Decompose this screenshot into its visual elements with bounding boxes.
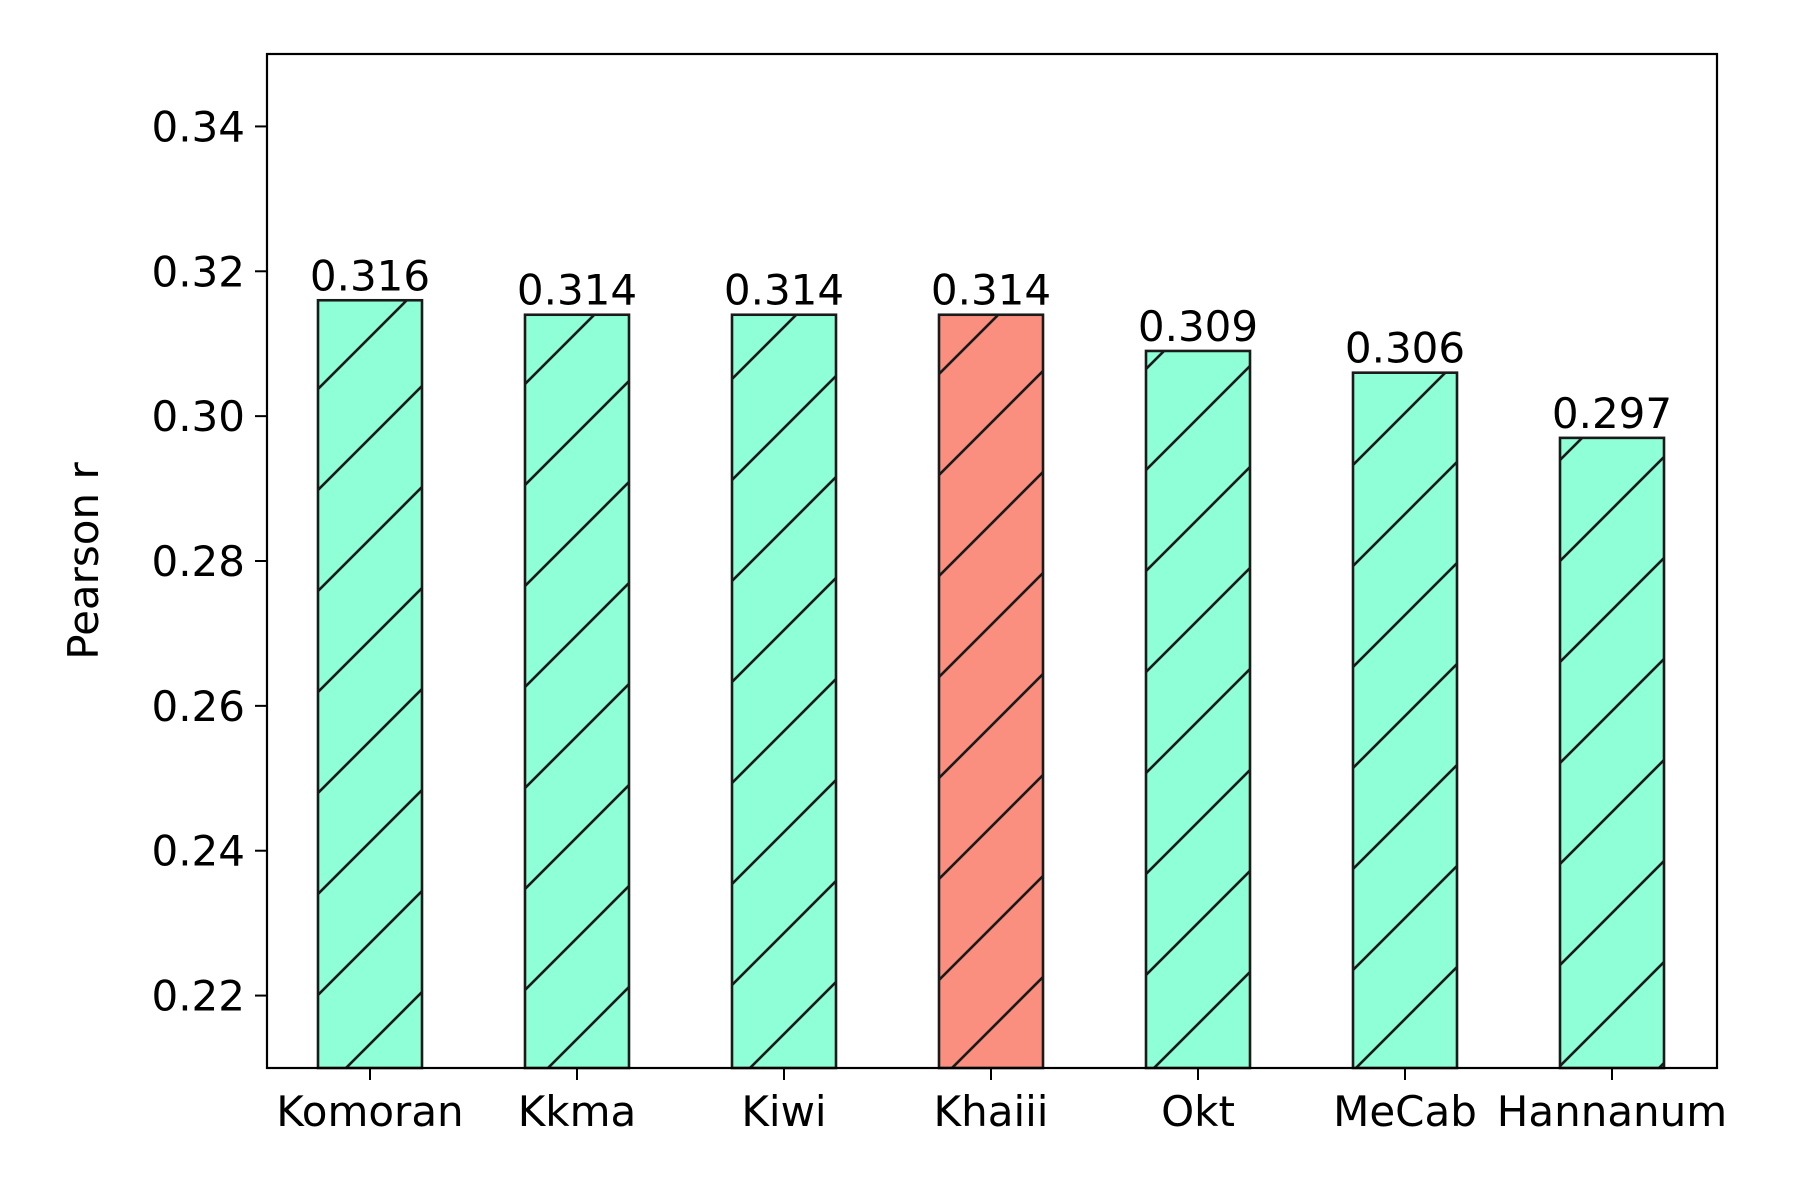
x-tick-label: Hannanum (1497, 1087, 1727, 1136)
y-tick-label: 0.26 (151, 682, 245, 731)
x-tick-label: Kkma (518, 1087, 637, 1136)
data-label: 0.306 (1345, 324, 1465, 373)
y-tick-label: 0.32 (151, 247, 245, 296)
x-tick-label: Komoran (276, 1087, 463, 1136)
bar-group-okt (1144, 349, 1252, 1070)
data-label: 0.314 (517, 266, 637, 315)
y-tick-label: 0.24 (151, 827, 245, 876)
bar-group-hannanum (1558, 436, 1666, 1070)
bar-group-kkma (523, 313, 631, 1070)
y-tick-label: 0.22 (151, 972, 245, 1021)
plot-frame (265, 52, 1719, 1070)
x-tick-label: Okt (1161, 1087, 1235, 1136)
bar-kiwi (730, 313, 838, 1070)
y-tick-label: 0.28 (151, 537, 245, 586)
bar-hannanum (1558, 436, 1666, 1070)
data-label: 0.309 (1138, 302, 1258, 351)
bar-khaiii (937, 313, 1045, 1070)
bar-group-khaiii (937, 313, 1045, 1070)
bar-group-kiwi (730, 313, 838, 1070)
bar-group-mecab (1351, 371, 1459, 1070)
x-tick-label: MeCab (1333, 1087, 1477, 1136)
y-tick-label: 0.34 (151, 102, 245, 151)
bar-mecab (1351, 371, 1459, 1070)
bar-group-komoran (316, 298, 424, 1070)
bar-okt (1144, 349, 1252, 1070)
y-tick-label: 0.30 (151, 392, 245, 441)
data-label: 0.314 (931, 266, 1051, 315)
data-label: 0.314 (724, 266, 844, 315)
bar-kkma (523, 313, 631, 1070)
bar-komoran (316, 298, 424, 1070)
data-label: 0.316 (310, 251, 430, 300)
x-tick-label: Khaiii (934, 1087, 1049, 1136)
x-tick-label: Kiwi (741, 1087, 826, 1136)
data-label: 0.297 (1552, 389, 1672, 438)
y-axis-label: Pearson r (59, 462, 108, 660)
